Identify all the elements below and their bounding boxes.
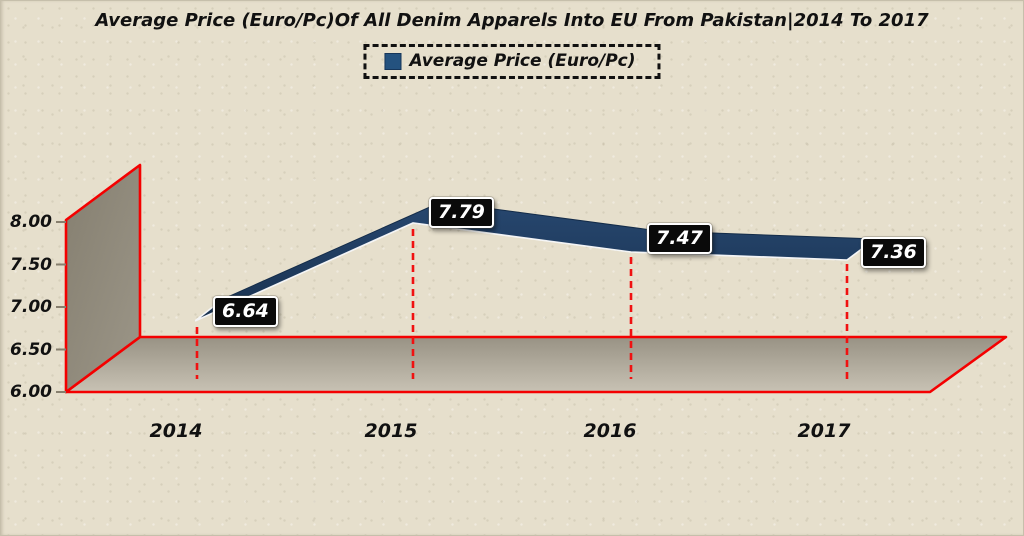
data-label-2017: 7.36 [861, 237, 926, 268]
legend[interactable]: Average Price (Euro/Pc) [363, 44, 661, 79]
x-category-2017: 2017 [797, 420, 851, 442]
data-label-2015: 7.79 [429, 197, 494, 228]
x-category-2016: 2016 [583, 420, 637, 442]
data-label-2016: 7.47 [647, 223, 712, 254]
y-axis-ticks [56, 221, 66, 393]
x-category-2015: 2015 [364, 420, 418, 442]
legend-series-label: Average Price (Euro/Pc) [409, 51, 636, 71]
series-ribbon [194, 201, 877, 322]
y-tick-label-6.50: 6.50 [10, 339, 52, 360]
y-tick-label-7.00: 7.00 [10, 297, 52, 317]
y-tick-label-6.00: 6.00 [10, 382, 52, 402]
y-tick-label-7.50: 7.50 [10, 254, 52, 275]
data-label-2014: 6.64 [213, 296, 278, 327]
side-wall [64, 163, 142, 394]
legend-series-marker-icon [384, 52, 402, 70]
drop-lines [195, 229, 849, 379]
series-ribbon-highlight [194, 222, 876, 322]
chart-title: Average Price (Euro/Pc)Of All Denim Appa… [95, 10, 929, 31]
floor-plane [64, 335, 1008, 394]
x-category-2014: 2014 [149, 420, 203, 442]
y-tick-label-8.00: 8.00 [10, 212, 52, 232]
